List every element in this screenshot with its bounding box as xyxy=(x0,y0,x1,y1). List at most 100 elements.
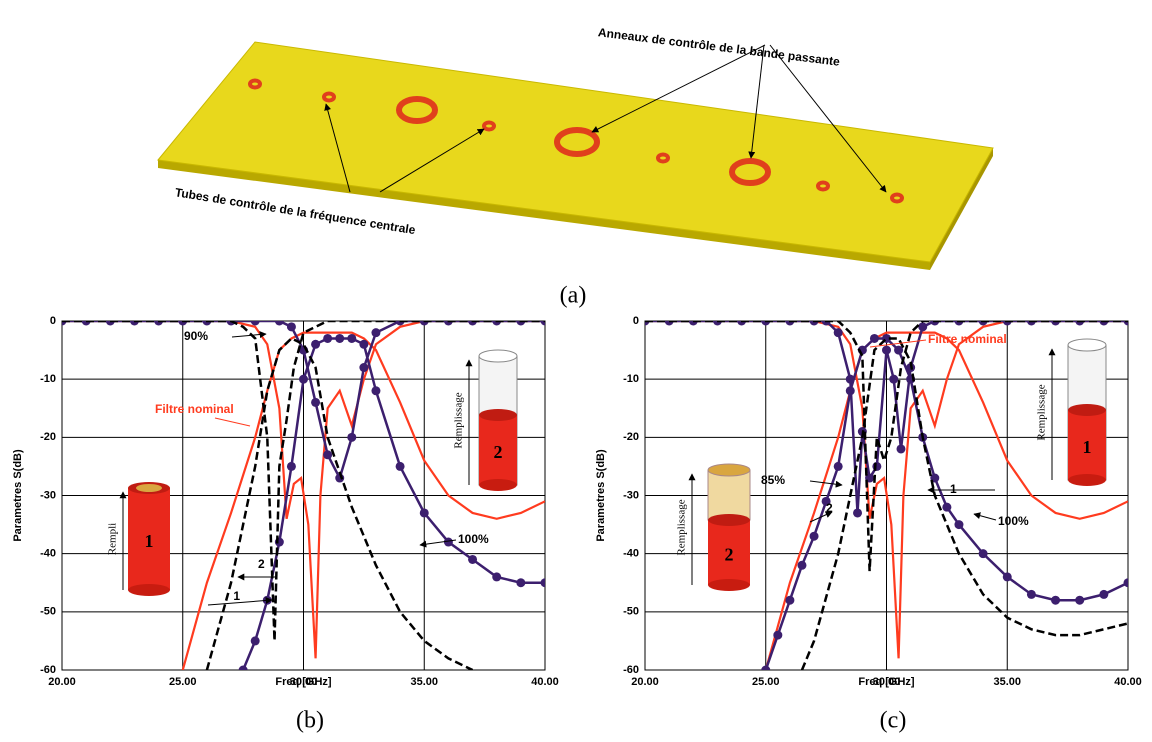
series-marker xyxy=(942,502,952,512)
tube-upper xyxy=(707,469,751,521)
series-marker xyxy=(311,397,321,407)
y-tick-label: -30 xyxy=(623,489,639,501)
y-tick-label: -40 xyxy=(40,548,56,560)
series-marker xyxy=(359,339,369,349)
series-marker xyxy=(773,630,783,640)
caption: (b) xyxy=(296,708,324,734)
y-tick-label: -40 xyxy=(623,548,639,560)
y-tick-label: -60 xyxy=(40,664,56,676)
series-marker xyxy=(954,520,964,530)
tube-fill xyxy=(708,520,750,585)
series-marker xyxy=(896,444,906,454)
y-tick-label: -20 xyxy=(40,431,56,443)
series-marker xyxy=(371,328,381,338)
series-marker xyxy=(845,374,855,384)
series-marker xyxy=(238,665,248,670)
series-marker xyxy=(1123,578,1128,588)
tube-bottom xyxy=(128,584,170,596)
series-line xyxy=(62,321,545,641)
tube-bottom xyxy=(1068,474,1106,486)
series-group xyxy=(645,321,1128,670)
series-marker xyxy=(869,333,879,343)
annotation: 100% xyxy=(458,532,489,546)
series-marker xyxy=(492,572,502,582)
annotation-arrow xyxy=(207,597,273,606)
series-marker xyxy=(833,461,843,471)
tube-bottom xyxy=(708,579,750,591)
filling-inset xyxy=(1067,338,1107,486)
x-tick-label: 25.00 xyxy=(752,676,780,688)
fill-top xyxy=(479,409,517,421)
series-marker xyxy=(250,321,260,326)
series-marker xyxy=(821,496,831,506)
annotation: 100% xyxy=(998,514,1029,528)
series-marker xyxy=(809,531,819,541)
annotation-arrow xyxy=(809,511,833,523)
annotation: 2 xyxy=(826,501,833,515)
annotation: Anneaux de contrôle de la bande passante xyxy=(597,25,841,69)
y-tick-label: 0 xyxy=(633,315,639,327)
annotation: 1 xyxy=(950,482,957,496)
filling-inset xyxy=(478,349,518,491)
series-marker xyxy=(323,333,333,343)
series-line xyxy=(764,331,1128,670)
series-marker xyxy=(797,560,807,570)
series-marker xyxy=(761,665,771,670)
series-group xyxy=(62,321,545,670)
x-tick-label: 25.00 xyxy=(169,676,197,688)
series-marker xyxy=(274,321,284,326)
y-tick-label: -50 xyxy=(623,606,639,618)
annotation: Filtre nominal xyxy=(928,332,1007,346)
series-marker xyxy=(1099,589,1109,599)
series-marker xyxy=(311,339,321,349)
series-line xyxy=(645,321,1128,572)
inset-label: Remplissage xyxy=(1036,384,1048,440)
series-line xyxy=(62,321,545,659)
series-marker xyxy=(882,345,891,355)
series-marker xyxy=(323,450,333,460)
series-marker xyxy=(889,374,899,384)
annotation-arrow xyxy=(809,480,843,488)
series-marker xyxy=(785,595,795,605)
series-marker xyxy=(335,333,345,343)
y-tick-label: -20 xyxy=(623,431,639,443)
y-tick-label: -10 xyxy=(40,373,56,385)
y-axis-label: Parametres S(dB) xyxy=(595,449,607,542)
filling-inset xyxy=(707,463,751,591)
tube-top xyxy=(478,349,518,363)
tube-top xyxy=(707,463,751,477)
series-marker xyxy=(286,322,296,332)
inset-label: Rempli xyxy=(107,523,119,555)
board-render xyxy=(157,41,994,270)
x-tick-label: 35.00 xyxy=(410,676,438,688)
series-line xyxy=(800,337,1128,670)
tube-fill xyxy=(1068,410,1106,480)
y-tick-label: 0 xyxy=(50,315,56,327)
x-tick-label: 20.00 xyxy=(631,676,659,688)
caption: (a) xyxy=(560,283,587,309)
inset-label: Remplissage xyxy=(453,392,465,448)
y-tick-label: -50 xyxy=(40,606,56,618)
inset-label: Remplissage xyxy=(676,499,688,555)
tube-fill xyxy=(128,488,170,590)
series-line xyxy=(645,321,1128,659)
series-marker xyxy=(1075,595,1085,605)
inset-number: 1 xyxy=(1083,437,1092,457)
series-marker xyxy=(250,636,260,646)
series-marker xyxy=(978,549,988,559)
series-marker xyxy=(419,508,429,518)
y-tick-label: -30 xyxy=(40,489,56,501)
x-tick-label: 35.00 xyxy=(993,676,1021,688)
series-marker xyxy=(516,578,526,588)
series-marker xyxy=(347,432,357,442)
series-marker xyxy=(359,363,369,373)
series-marker xyxy=(286,461,296,471)
annotation: Filtre nominal xyxy=(155,402,234,416)
annotation: 1 xyxy=(233,589,240,603)
series-marker xyxy=(918,322,928,332)
series-marker xyxy=(395,461,405,471)
x-tick-label: 40.00 xyxy=(531,676,559,688)
inset-number: 1 xyxy=(145,531,154,551)
x-tick-label: 20.00 xyxy=(48,676,76,688)
